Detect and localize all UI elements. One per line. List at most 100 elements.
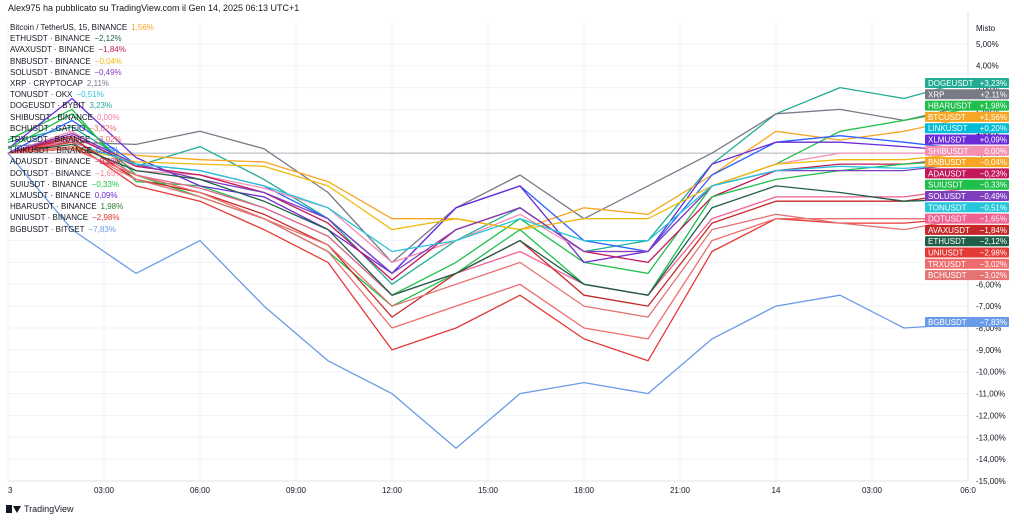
badge-name: XRP	[928, 90, 944, 99]
badge-name: HBARUSDT	[928, 102, 972, 111]
badge-name: DOGEUSDT	[928, 79, 973, 88]
legend-label: UNIUSDT · BINANCE	[10, 213, 89, 223]
badge-bnbusdt: BNBUSDT −0,04%	[925, 157, 1009, 168]
legend-item[interactable]: BCHUSDT · GATEIO −3,02%	[10, 123, 154, 134]
legend-label: ETHUSDT · BINANCE	[10, 34, 91, 44]
y-tick-label: -15,00%	[976, 477, 1006, 486]
legend-label: BNBUSDT · BINANCE	[10, 56, 91, 66]
legend-item[interactable]: SHIBUSDT · BINANCE 0,00%	[10, 112, 154, 123]
badge-name: AVAXUSDT	[928, 226, 970, 235]
badge-value: +0,09%	[980, 136, 1007, 145]
x-tick-label: 12:00	[382, 486, 403, 495]
legend-label: DOGEUSDT · BYBIT	[10, 101, 86, 111]
legend-value: −3,02%	[94, 135, 122, 145]
x-tick-label: 14	[772, 486, 781, 495]
series-line-ethusdt	[7, 143, 962, 296]
legend-label: DOTUSDT · BINANCE	[10, 168, 92, 178]
badge-name: DOTUSDT	[928, 215, 967, 224]
badge-adausdt: ADAUSDT −0,23%	[925, 168, 1009, 179]
legend-value: 1,56%	[131, 23, 154, 32]
x-tick-label: 06:0	[960, 486, 976, 495]
legend-value: −0,04%	[94, 56, 123, 66]
series-line-bchusdt	[7, 145, 962, 318]
badge-dogeusdt: DOGEUSDT +3,23%	[925, 78, 1009, 88]
badge-name: ADAUSDT	[928, 169, 966, 178]
series-line-uniusdt	[7, 141, 962, 362]
legend-label: SUIUSDT · BINANCE	[10, 179, 88, 189]
legend-value: −0,23%	[94, 157, 123, 167]
legend-item[interactable]: HBARUSDT · BINANCE 1,98%	[10, 201, 154, 212]
legend-item[interactable]: DOTUSDT · BINANCE −1,65%	[10, 168, 154, 179]
series-lines	[7, 81, 962, 449]
badge-value: −3,02%	[980, 260, 1007, 269]
y-tick-label: 5,00%	[976, 40, 999, 49]
badge-ethusdt: ETHUSDT −2,12%	[925, 236, 1009, 247]
y-tick-label: -11,00%	[976, 390, 1005, 399]
badge-xrp: XRP +2,11%	[925, 89, 1009, 100]
x-tick-label: 15:00	[478, 486, 499, 495]
footer-brand-label: TradingView	[24, 504, 74, 514]
legend-label: ADAUSDT · BINANCE	[10, 157, 91, 167]
legend-item[interactable]: ETHUSDT · BINANCE −2,12%	[10, 33, 154, 44]
badge-value: −0,23%	[980, 169, 1007, 178]
series-line-xrp	[7, 106, 962, 264]
legend-item[interactable]: TONUSDT · OKX −0,51%	[10, 89, 154, 100]
tradingview-logo-icon	[6, 505, 21, 513]
legend-item[interactable]: XRP · CRYPTOCAP 2,11%	[10, 78, 154, 89]
legend-item[interactable]: BNBUSDT · BINANCE −0,04%	[10, 56, 154, 67]
legend-item[interactable]: Bitcoin / TetherUS, 15, BINANCE 1,56%	[10, 22, 154, 33]
legend-value: 2,11%	[86, 79, 110, 89]
badge-trxusdt: TRXUSDT −3,02%	[925, 258, 1009, 269]
legend-item[interactable]: BGBUSDT · BITGET −7,83%	[10, 224, 154, 235]
badge-value: 0,00%	[984, 147, 1007, 156]
badge-value: −3,02%	[980, 271, 1007, 280]
legend-label: Bitcoin / TetherUS, 15, BINANCE	[10, 23, 128, 32]
badge-btcusdt: BTCUSDT +1,56%	[925, 111, 1009, 122]
legend-item[interactable]: AVAXUSDT · BINANCE −1,84%	[10, 44, 154, 55]
badge-name: SOLUSDT	[928, 192, 966, 201]
legend-value: −7,83%	[88, 224, 116, 234]
badge-value: −1,65%	[980, 215, 1007, 224]
legend-value: 1,98%	[100, 202, 124, 212]
badge-avaxusdt: AVAXUSDT −1,84%	[925, 224, 1009, 235]
y-tick-label: -7,00%	[976, 302, 1001, 311]
legend-item[interactable]: ADAUSDT · BINANCE −0,23%	[10, 156, 154, 167]
badge-bgbusdt: BGBUSDT −7,83%	[925, 317, 1009, 327]
x-tick-label: 06:00	[190, 486, 211, 495]
legend-item[interactable]: UNIUSDT · BINANCE −2,98%	[10, 212, 154, 223]
badge-bchusdt: BCHUSDT −3,02%	[925, 270, 1009, 281]
legend-label: SOLUSDT · BINANCE	[10, 67, 91, 77]
badge-xlmusdt: XLMUSDT +0,09%	[925, 134, 1009, 145]
legend-item[interactable]: DOGEUSDT · BYBIT 3,23%	[10, 100, 154, 111]
badge-value: −0,04%	[980, 158, 1007, 167]
legend-item[interactable]: LINKUSDT · BINANCE 0,20%	[10, 145, 154, 156]
footer-brand: TradingView	[6, 504, 74, 514]
series-line-shibusdt	[7, 130, 962, 264]
badge-linkusdt: LINKUSDT +0,20%	[925, 123, 1009, 134]
badge-uniusdt: UNIUSDT −2,98%	[925, 247, 1009, 258]
badge-name: ETHUSDT	[928, 237, 966, 246]
y-tick-label: -14,00%	[976, 455, 1006, 464]
legend-label: XLMUSDT · BINANCE	[10, 191, 91, 201]
scale-mode-label[interactable]: Misto	[976, 24, 996, 33]
time-scale[interactable]: 3 03:00 06:00 09:00 12:00 15:00 18:00 21:00 14 03…	[8, 480, 976, 495]
legend-item[interactable]: XLMUSDT · BINANCE 0,09%	[10, 190, 154, 201]
badge-name: TONUSDT	[928, 203, 967, 212]
y-tick-label: -8,00%	[976, 324, 1001, 333]
badge-name: XLMUSDT	[928, 136, 966, 145]
badge-value: −1,84%	[980, 226, 1007, 235]
legend-item[interactable]: TRXUSDT · BINANCE −3,02%	[10, 134, 154, 145]
legend-value: −0,33%	[91, 179, 119, 189]
legend-value: 3,23%	[89, 101, 113, 111]
legend-value: −3,02%	[89, 123, 117, 133]
last-value-badges: DOGEUSDT +3,23%XRP +2,11%HBARUSDT +1,98%BTC…	[925, 78, 1009, 327]
legend-item[interactable]: SUIUSDT · BINANCE −0,33%	[10, 179, 154, 190]
legend-label: SHIBUSDT · BINANCE	[10, 112, 93, 122]
legend-item[interactable]: SOLUSDT · BINANCE −0,49%	[10, 67, 154, 78]
badge-name: BNBUSDT	[928, 158, 966, 167]
y-tick-label: -6,00%	[976, 280, 1001, 289]
badge-value: +2,11%	[980, 90, 1007, 99]
x-tick-label: 03:00	[94, 486, 115, 495]
x-tick-label: 21:00	[670, 486, 691, 495]
